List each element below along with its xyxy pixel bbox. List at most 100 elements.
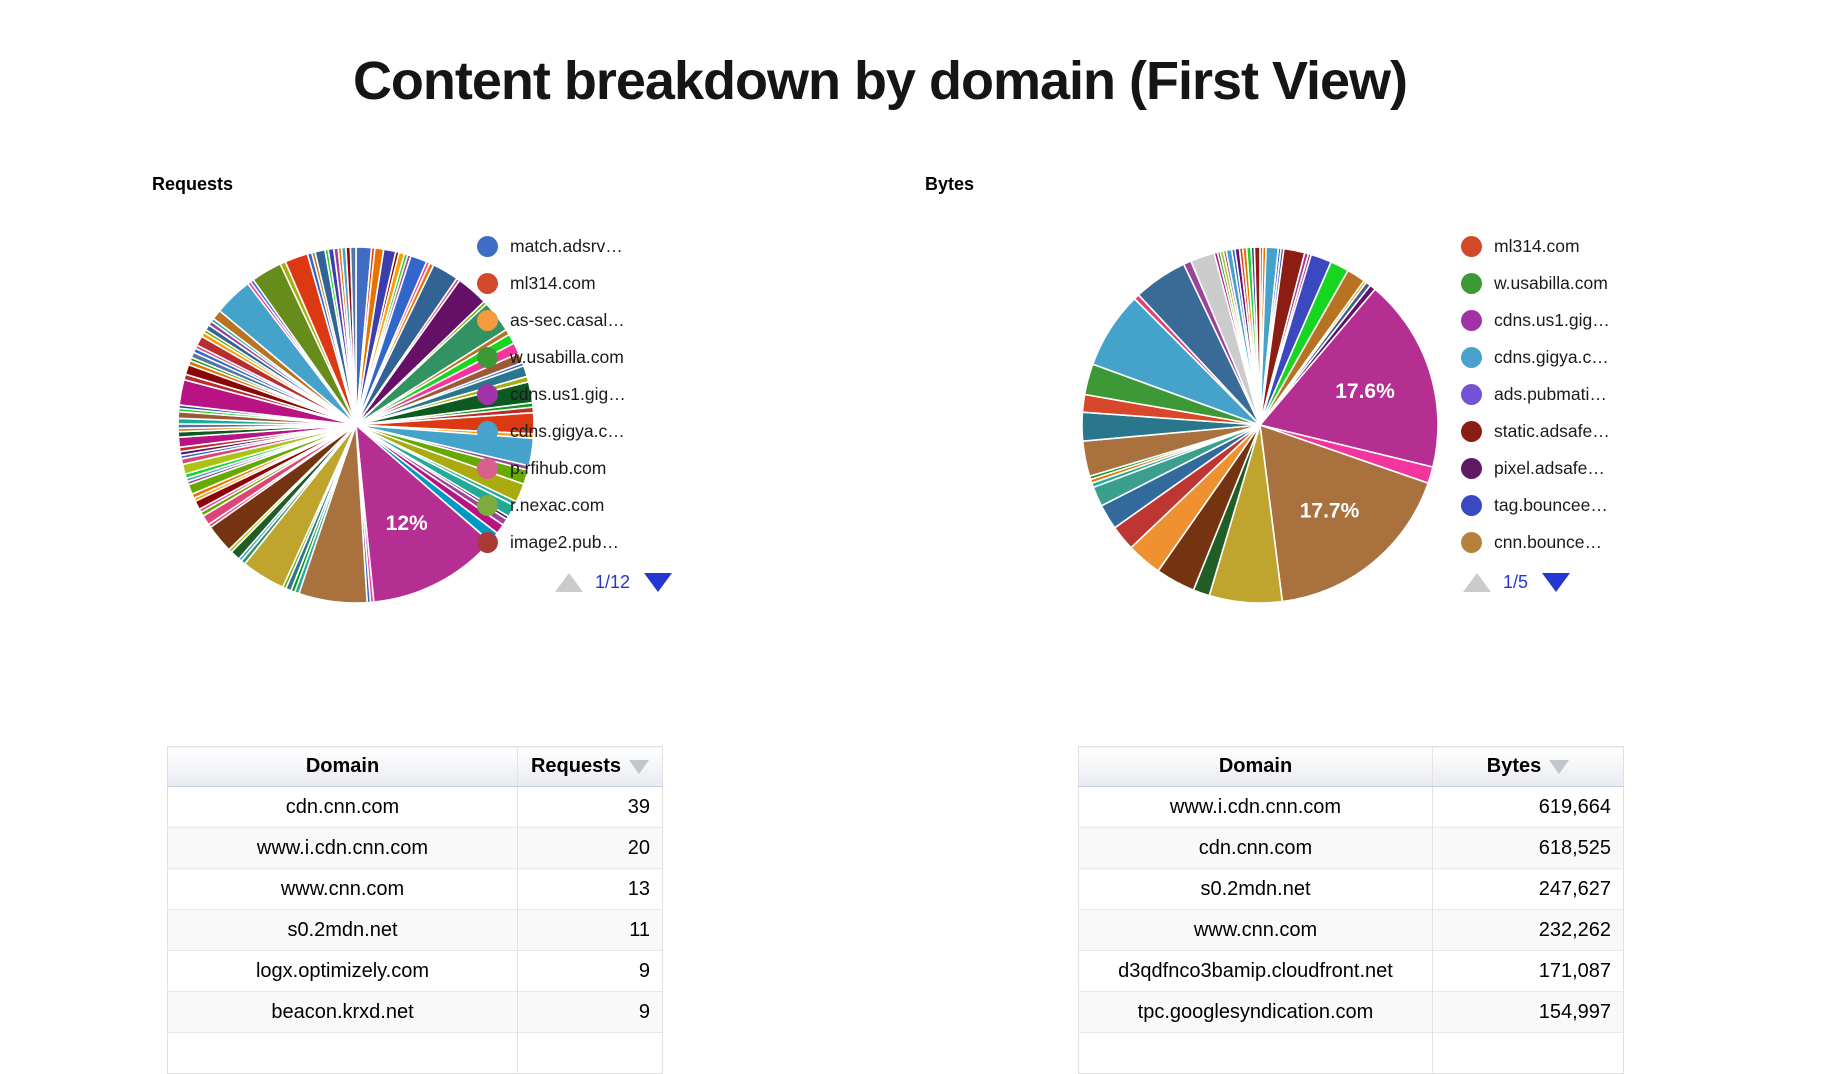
domain-cell: s0.2mdn.net — [1078, 868, 1433, 910]
table-row[interactable]: d3qdfnco3bamip.cloudfront.net 171,087 — [1078, 950, 1624, 992]
domain-cell: s0.2mdn.net — [167, 909, 518, 951]
legend-item[interactable]: cdns.gigya.c… — [477, 413, 626, 450]
legend-item[interactable]: cnn.bounce… — [1461, 524, 1610, 561]
legend-item[interactable]: w.usabilla.com — [1461, 265, 1610, 302]
legend-item[interactable]: ml314.com — [477, 265, 626, 302]
domain-cell: d3qdfnco3bamip.cloudfront.net — [1078, 950, 1433, 992]
requests-table: Domain Requests cdn.cnn.com 39 www.i.cdn.c… — [167, 746, 663, 1074]
legend-color-dot — [477, 495, 498, 516]
domain-cell: logx.optimizely.com — [167, 950, 518, 992]
value-cell: 39 — [517, 786, 663, 828]
table-row[interactable]: cdn.cnn.com 39 — [167, 786, 663, 828]
domain-cell — [1078, 1032, 1433, 1074]
sort-desc-icon — [1549, 759, 1570, 774]
value-cell: 171,087 — [1432, 950, 1624, 992]
legend-item-label: ads.pubmati… — [1494, 384, 1607, 404]
bytes-pie-chart: 17.6% 17.7% — [1081, 246, 1439, 604]
legend-item-label: as-sec.casal… — [510, 310, 625, 330]
bytes-table-value-header[interactable]: Bytes — [1432, 746, 1624, 787]
value-cell: 9 — [517, 991, 663, 1033]
legend-color-dot — [1461, 495, 1482, 516]
legend-item-label: r.nexac.com — [510, 495, 605, 515]
bytes-legend: ml314.com w.usabilla.com cdns.us1.gig… cdns… — [1461, 228, 1610, 561]
table-row-partial[interactable] — [167, 1032, 663, 1074]
bytes-chart-title: Bytes — [925, 174, 975, 194]
legend-item[interactable]: p.rfihub.com — [477, 450, 626, 487]
legend-next-icon[interactable] — [644, 573, 673, 592]
legend-color-dot — [1461, 421, 1482, 442]
table-row[interactable]: cdn.cnn.com 618,525 — [1078, 827, 1624, 869]
legend-item[interactable]: cdns.us1.gig… — [1461, 302, 1610, 339]
legend-item[interactable]: as-sec.casal… — [477, 302, 626, 339]
table-row[interactable]: www.i.cdn.cnn.com 20 — [167, 827, 663, 869]
value-cell: 11 — [517, 909, 663, 951]
bytes-table: Domain Bytes www.i.cdn.cnn.com 619,664 cdn… — [1078, 746, 1624, 1074]
domain-header-label: Domain — [305, 755, 380, 777]
legend-item-label: static.adsafe… — [1494, 421, 1610, 441]
value-header-label: Requests — [530, 755, 622, 777]
legend-item[interactable]: cdns.gigya.c… — [1461, 339, 1610, 376]
legend-color-dot — [1461, 347, 1482, 368]
domain-cell: cdn.cnn.com — [1078, 827, 1433, 869]
legend-item-label: w.usabilla.com — [510, 347, 624, 367]
legend-page-indicator: 1/5 — [1503, 572, 1529, 592]
legend-item[interactable]: ml314.com — [1461, 228, 1610, 265]
legend-item[interactable]: static.adsafe… — [1461, 413, 1610, 450]
pie-slice[interactable] — [349, 246, 357, 426]
legend-color-dot — [477, 347, 498, 368]
requests-chart-title: Requests — [152, 174, 234, 194]
requests-table-value-header[interactable]: Requests — [517, 746, 663, 787]
legend-item[interactable]: w.usabilla.com — [477, 339, 626, 376]
legend-item-label: ml314.com — [510, 273, 596, 293]
domain-cell — [167, 1032, 518, 1074]
value-header-label: Bytes — [1486, 755, 1542, 777]
table-row[interactable]: www.i.cdn.cnn.com 619,664 — [1078, 786, 1624, 828]
page-title: Content breakdown by domain (First View) — [352, 51, 1408, 112]
legend-item[interactable]: ads.pubmati… — [1461, 376, 1610, 413]
value-cell: 9 — [517, 950, 663, 992]
legend-item[interactable]: r.nexac.com — [477, 487, 626, 524]
table-row[interactable]: s0.2mdn.net 247,627 — [1078, 868, 1624, 910]
pie-slice[interactable] — [1258, 288, 1439, 469]
legend-prev-icon[interactable] — [1463, 573, 1491, 592]
table-row[interactable]: www.cnn.com 232,262 — [1078, 909, 1624, 951]
table-row[interactable]: s0.2mdn.net 11 — [167, 909, 663, 951]
table-row[interactable]: tpc.googlesyndication.com 154,997 — [1078, 991, 1624, 1033]
bytes-table-domain-header[interactable]: Domain — [1078, 746, 1433, 787]
legend-color-dot — [1461, 384, 1482, 405]
pie-slice-percent-label: 17.7% — [1300, 500, 1360, 523]
requests-legend-pager: 1/12 — [555, 572, 673, 593]
legend-item[interactable]: image2.pub… — [477, 524, 626, 561]
table-row[interactable]: www.cnn.com 13 — [167, 868, 663, 910]
legend-color-dot — [477, 458, 498, 479]
value-cell: 232,262 — [1432, 909, 1624, 951]
legend-item[interactable]: tag.bouncee… — [1461, 487, 1610, 524]
pie-slice[interactable] — [1259, 423, 1430, 603]
legend-next-icon[interactable] — [1542, 573, 1571, 592]
legend-item[interactable]: pixel.adsafe… — [1461, 450, 1610, 487]
legend-item-label: cdns.us1.gig… — [1494, 310, 1610, 330]
legend-color-dot — [477, 273, 498, 294]
table-row-partial[interactable] — [1078, 1032, 1624, 1074]
value-cell: 619,664 — [1432, 786, 1624, 828]
pie-slice[interactable] — [1253, 246, 1261, 426]
pie-slice-percent-label: 12% — [386, 512, 428, 535]
value-cell: 247,627 — [1432, 868, 1624, 910]
requests-table-domain-header[interactable]: Domain — [167, 746, 518, 787]
legend-item-label: p.rfihub.com — [510, 458, 607, 478]
domain-cell: www.cnn.com — [1078, 909, 1433, 951]
legend-item-label: pixel.adsafe… — [1494, 458, 1605, 478]
legend-prev-icon[interactable] — [555, 573, 583, 592]
table-row[interactable]: beacon.krxd.net 9 — [167, 991, 663, 1033]
legend-item-label: match.adsrv… — [510, 236, 623, 256]
legend-color-dot — [1461, 273, 1482, 294]
domain-cell: beacon.krxd.net — [167, 991, 518, 1033]
value-cell: 13 — [517, 868, 663, 910]
legend-color-dot — [1461, 458, 1482, 479]
legend-item[interactable]: match.adsrv… — [477, 228, 626, 265]
domain-cell: tpc.googlesyndication.com — [1078, 991, 1433, 1033]
legend-item-label: image2.pub… — [510, 532, 619, 552]
legend-color-dot — [477, 310, 498, 331]
legend-item[interactable]: cdns.us1.gig… — [477, 376, 626, 413]
table-row[interactable]: logx.optimizely.com 9 — [167, 950, 663, 992]
